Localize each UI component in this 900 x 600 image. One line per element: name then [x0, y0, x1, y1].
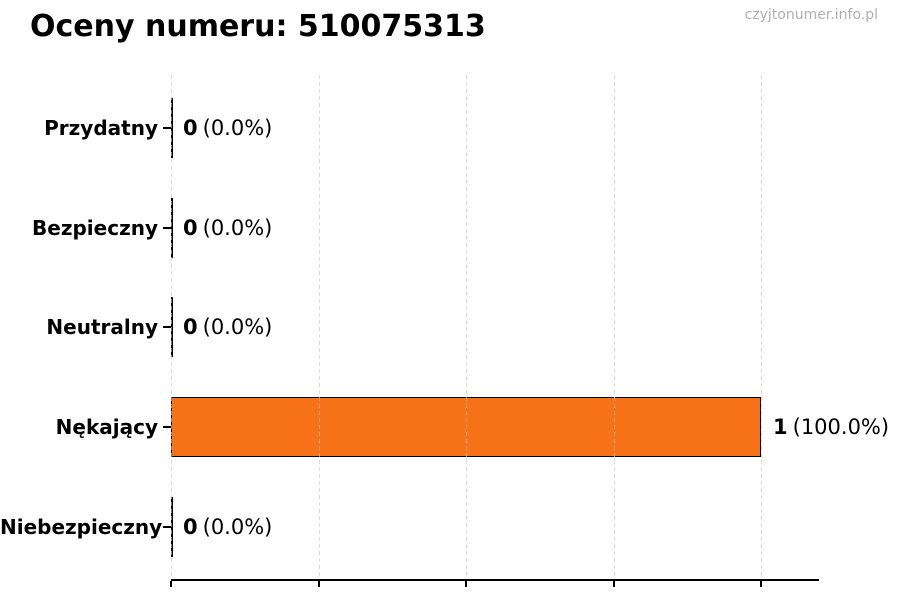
chart-row: Bezpieczny 0 (0.0%)	[32, 198, 819, 258]
value-count: 0	[183, 315, 198, 339]
value-count: 0	[183, 515, 198, 539]
chart-row: Nękający 1 (100.0%)	[56, 397, 889, 457]
x-axis-tick	[317, 581, 320, 587]
gridline	[171, 75, 172, 579]
gridline	[466, 75, 467, 579]
category-label: Nękający	[55, 415, 158, 439]
y-axis-tick	[163, 227, 171, 229]
gridline	[613, 75, 615, 579]
chart-row: Neutralny 0 (0.0%)	[46, 297, 819, 357]
bar	[171, 497, 173, 557]
x-axis-tick	[465, 581, 467, 587]
gridline	[761, 75, 762, 579]
value-label: 1 (100.0%)	[773, 415, 889, 439]
y-axis-tick	[163, 526, 171, 528]
x-axis-tick	[760, 581, 762, 587]
category-label: Bezpieczny	[32, 216, 158, 240]
bar-chart-plot-area: Przydatny 0 (0.0%) Bezpieczny 0 (0.0%) Neu…	[0, 75, 889, 587]
y-axis-tick	[163, 127, 171, 129]
value-label: 0 (0.0%)	[183, 116, 272, 140]
category-label: Przydatny	[44, 116, 158, 140]
chart-row: Niebezpieczny 0 (0.0%)	[0, 497, 819, 557]
bar	[171, 198, 173, 258]
value-count: 0	[183, 216, 198, 240]
y-axis-tick	[163, 326, 171, 328]
bar	[171, 297, 173, 357]
value-count: 0	[183, 116, 198, 140]
page-title: Oceny numeru: 510075313	[30, 9, 486, 44]
value-percent: (100.0%)	[792, 415, 890, 439]
bar	[171, 98, 173, 158]
x-axis-tick	[612, 581, 615, 587]
gridline	[318, 75, 320, 579]
category-label: Niebezpieczny	[0, 515, 163, 539]
x-axis-line	[171, 579, 819, 581]
chart-row: Przydatny 0 (0.0%)	[44, 98, 819, 158]
y-axis-tick	[163, 426, 171, 428]
value-label: 0 (0.0%)	[183, 315, 272, 339]
value-label: 0 (0.0%)	[183, 216, 272, 240]
value-percent: (0.0%)	[202, 116, 273, 140]
value-percent: (0.0%)	[202, 216, 273, 240]
watermark-text: czyjtonumer.info.pl	[744, 7, 878, 23]
value-label: 0 (0.0%)	[183, 515, 272, 539]
x-axis-tick	[170, 581, 172, 587]
value-percent: (0.0%)	[202, 315, 273, 339]
value-count: 1	[773, 415, 788, 439]
value-percent: (0.0%)	[202, 515, 273, 539]
category-label: Neutralny	[46, 315, 158, 339]
